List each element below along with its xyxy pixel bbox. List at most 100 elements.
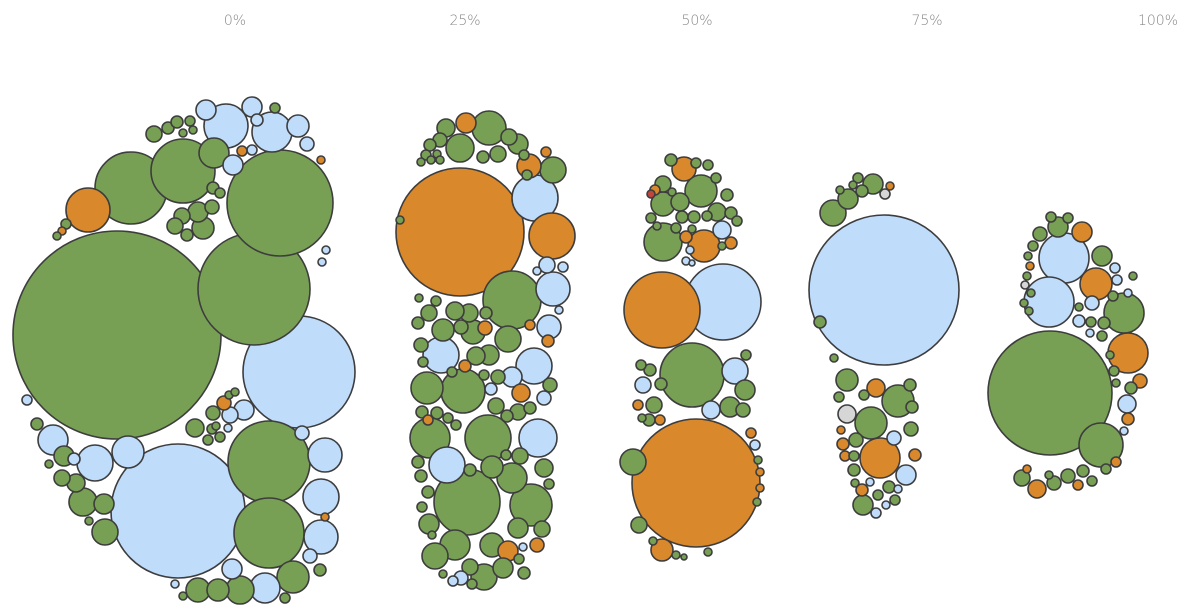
bubble-lightblue bbox=[221, 558, 243, 580]
bubble-lightblue bbox=[1117, 394, 1137, 414]
bubble-orange bbox=[654, 414, 666, 426]
bubble-orange bbox=[671, 156, 697, 182]
bubble-green bbox=[461, 558, 479, 576]
bubble-green bbox=[423, 138, 437, 152]
bubble-green bbox=[206, 578, 230, 602]
bubble-lightblue bbox=[808, 214, 960, 366]
bubble-green bbox=[478, 369, 490, 381]
bubble-green bbox=[645, 396, 663, 414]
bubble-green bbox=[889, 494, 901, 506]
bubble-green bbox=[214, 431, 226, 443]
bubble-lightblue bbox=[721, 357, 749, 385]
bubble-green bbox=[667, 187, 677, 197]
bubble-green bbox=[418, 513, 440, 535]
bubble-green bbox=[837, 188, 859, 210]
bubble-green bbox=[652, 221, 662, 231]
bubble-orange bbox=[65, 187, 111, 233]
bubble-green bbox=[521, 169, 533, 181]
bubble-orange bbox=[1121, 412, 1135, 426]
bubble-green bbox=[420, 304, 438, 322]
bubble-green bbox=[848, 432, 864, 448]
bubble-green bbox=[490, 369, 506, 385]
bubble-lightblue bbox=[1072, 314, 1086, 328]
bubble-orange bbox=[236, 145, 248, 157]
bubble-orange bbox=[316, 155, 326, 165]
bubble-lightgray bbox=[837, 404, 857, 424]
bubble-group-3 bbox=[808, 172, 960, 519]
bubble-lightblue bbox=[554, 305, 564, 315]
bubble-green bbox=[523, 401, 537, 415]
bubble-green bbox=[539, 156, 567, 184]
bubble-green bbox=[848, 450, 860, 462]
bubble-green bbox=[847, 463, 861, 477]
bubble-green bbox=[313, 563, 327, 577]
bubble-green bbox=[442, 412, 454, 424]
bubble-group-1 bbox=[395, 110, 576, 591]
bubble-green bbox=[1019, 298, 1029, 308]
bubble-orange bbox=[679, 230, 693, 244]
bubble-green bbox=[198, 137, 230, 169]
bubble-lightblue bbox=[518, 542, 528, 552]
bubble-green bbox=[180, 228, 194, 242]
bubble-green bbox=[903, 421, 919, 437]
bubble-orange bbox=[455, 112, 477, 134]
bubble-green bbox=[511, 447, 529, 465]
bubble-green bbox=[724, 206, 738, 220]
bubble-green bbox=[202, 434, 214, 446]
bubble-green bbox=[411, 316, 425, 330]
bubble-green bbox=[819, 199, 847, 227]
bubble-lightblue bbox=[246, 144, 258, 156]
bubble-lightblue bbox=[881, 500, 891, 510]
bubble-green bbox=[619, 448, 647, 476]
bubble-green bbox=[1108, 365, 1120, 377]
bubble-green bbox=[1023, 251, 1033, 261]
bubble-green bbox=[492, 557, 514, 579]
bubble-lightblue bbox=[518, 418, 558, 458]
bubble-group-0 bbox=[12, 96, 356, 605]
bubble-green bbox=[543, 478, 555, 490]
bubble-darkred bbox=[646, 189, 656, 199]
bubble-orange bbox=[320, 512, 330, 522]
bubble-lightblue bbox=[222, 154, 244, 176]
bubble-lightblue bbox=[535, 271, 571, 307]
bubble-green bbox=[1097, 316, 1111, 330]
bubble-green bbox=[740, 349, 752, 361]
bubble-green bbox=[145, 125, 163, 143]
bubble-green bbox=[835, 368, 859, 392]
bubble-group-4 bbox=[987, 211, 1149, 499]
bubble-green bbox=[643, 363, 657, 377]
bubble-green bbox=[858, 389, 870, 401]
bubble-green bbox=[205, 405, 221, 421]
column-label-2: 50% bbox=[681, 13, 712, 29]
bubble-green bbox=[905, 400, 919, 414]
bubble-lightblue bbox=[895, 464, 917, 486]
bubble-green bbox=[427, 530, 437, 540]
bubble-green bbox=[211, 421, 221, 431]
bubble-green bbox=[214, 187, 226, 199]
bubble-orange bbox=[1025, 261, 1035, 271]
bubble-orange bbox=[836, 425, 846, 435]
bubble-green bbox=[720, 188, 734, 202]
bubble-green bbox=[52, 231, 62, 241]
bubble-lightblue bbox=[1119, 426, 1129, 436]
bubble-orange bbox=[540, 146, 552, 158]
bubble-green bbox=[489, 145, 507, 163]
bubble-orange bbox=[511, 383, 531, 403]
bubble-green bbox=[703, 547, 713, 557]
bubble-orange bbox=[650, 538, 674, 562]
bubble-lightblue bbox=[303, 519, 339, 555]
bubble-orange bbox=[524, 319, 536, 331]
bubble-green bbox=[30, 417, 44, 431]
bubble-green bbox=[518, 149, 530, 161]
bubble-green bbox=[687, 210, 701, 224]
bubble-green bbox=[752, 497, 762, 507]
bubble-green bbox=[664, 153, 678, 167]
bubble-green bbox=[500, 409, 514, 423]
bubble-green bbox=[178, 591, 188, 601]
bubble-green bbox=[1060, 468, 1076, 484]
bubble-lightblue bbox=[1084, 295, 1100, 311]
bubble-green bbox=[534, 458, 554, 478]
bubble-green bbox=[233, 497, 305, 569]
bubble-green bbox=[476, 150, 490, 164]
bubble-lightblue bbox=[1023, 276, 1075, 328]
